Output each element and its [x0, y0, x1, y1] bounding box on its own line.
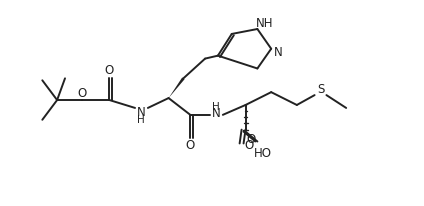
- Text: HO: HO: [254, 147, 271, 160]
- Text: O: O: [77, 87, 86, 100]
- Text: O: O: [245, 139, 254, 152]
- Text: NH: NH: [256, 17, 273, 30]
- Text: O: O: [247, 133, 256, 146]
- Text: N: N: [137, 106, 145, 119]
- Text: N: N: [212, 107, 220, 120]
- Text: O: O: [105, 64, 114, 77]
- Text: S: S: [317, 83, 324, 96]
- Text: H: H: [212, 102, 220, 112]
- Text: H: H: [137, 115, 145, 125]
- Text: N: N: [274, 46, 282, 59]
- Polygon shape: [169, 77, 184, 98]
- Text: O: O: [186, 139, 195, 152]
